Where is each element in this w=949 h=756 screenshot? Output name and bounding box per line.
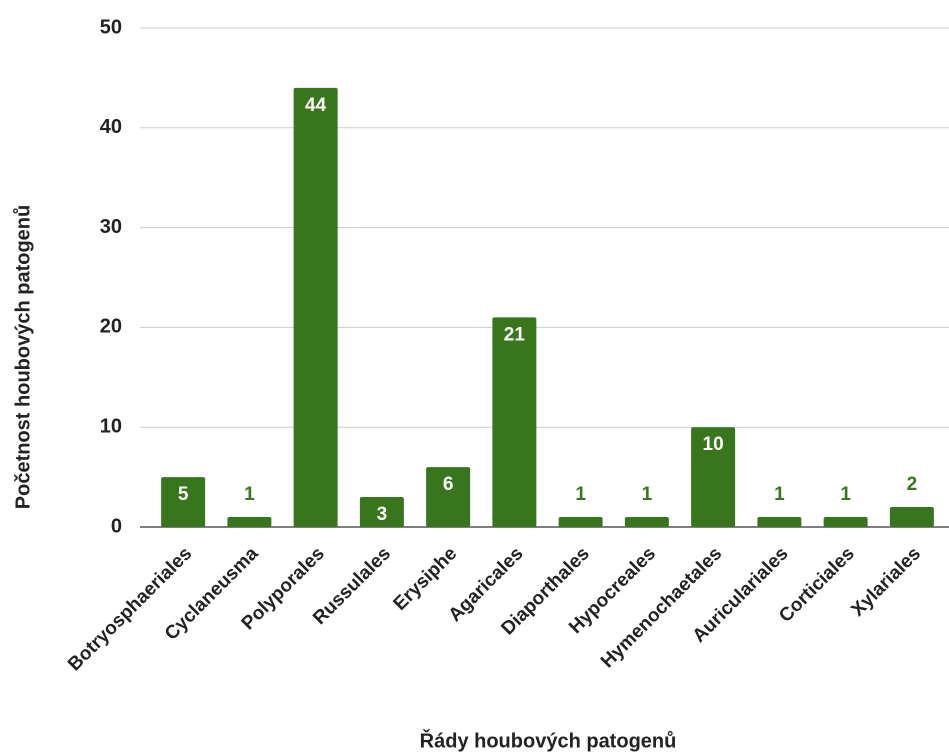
value-label: 1: [774, 484, 785, 505]
x-axis-title: Řády houbových patogenů: [420, 728, 677, 752]
value-label: 1: [642, 484, 653, 505]
value-label: 3: [377, 504, 388, 525]
bar: [691, 427, 736, 527]
bar: [889, 507, 934, 527]
value-label: 5: [178, 484, 189, 505]
value-label: 44: [305, 95, 327, 116]
y-axis-title: Početnost houbových patogenů: [12, 205, 34, 509]
value-label: 10: [703, 434, 724, 455]
bar: [426, 467, 471, 527]
x-tick-label: Botryosphaeriales: [64, 543, 196, 675]
bar: [624, 517, 669, 527]
bar: [492, 317, 537, 527]
y-tick-label: 30: [100, 216, 122, 238]
y-tick-label: 10: [100, 415, 122, 437]
value-label: 1: [244, 484, 255, 505]
y-tick-label: 0: [111, 515, 122, 537]
bar: [161, 477, 206, 527]
bar: [757, 517, 802, 527]
value-label: 1: [840, 484, 851, 505]
value-label: 2: [907, 474, 918, 495]
bar: [823, 517, 868, 527]
bar: [293, 87, 338, 527]
value-label: 21: [504, 324, 526, 345]
y-tick-label: 50: [100, 16, 122, 38]
x-tick-label: Xylariales: [847, 543, 925, 621]
value-label: 6: [443, 474, 454, 495]
value-label: 1: [575, 484, 586, 505]
y-tick-label: 40: [100, 116, 122, 138]
bar: [227, 517, 272, 527]
bar: [558, 517, 603, 527]
bar: [359, 497, 404, 527]
x-tick-label: Hymenochaetales: [597, 543, 726, 672]
y-tick-label: 20: [100, 316, 122, 338]
